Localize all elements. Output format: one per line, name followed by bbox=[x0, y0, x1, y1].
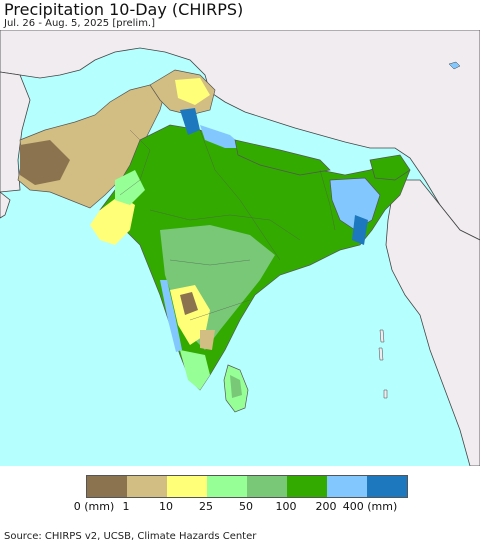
legend-swatch bbox=[87, 476, 127, 497]
legend-label: 400 (mm) bbox=[342, 500, 398, 513]
island-marker bbox=[448, 61, 461, 70]
andaman-islands bbox=[378, 329, 388, 399]
legend-swatch bbox=[127, 476, 167, 497]
legend-swatch bbox=[207, 476, 247, 497]
legend-swatch bbox=[367, 476, 407, 497]
legend-label: 10 bbox=[159, 500, 173, 513]
legend-label: 50 bbox=[239, 500, 253, 513]
legend-swatch bbox=[287, 476, 327, 497]
legend-label: 100 bbox=[275, 500, 297, 513]
legend-label: 25 bbox=[199, 500, 213, 513]
legend-color-bar bbox=[86, 475, 408, 498]
legend-label: 0 (mm) bbox=[73, 500, 115, 513]
legend-label: 200 bbox=[315, 500, 337, 513]
precipitation-map bbox=[0, 30, 480, 466]
source-credit: Source: CHIRPS v2, UCSB, Climate Hazards… bbox=[4, 531, 257, 542]
map-title: Precipitation 10-Day (CHIRPS) bbox=[4, 0, 244, 19]
legend-label: 1 bbox=[122, 500, 130, 513]
legend-labels: 0 (mm) 1 10 25 50 100 200 400 (mm) bbox=[0, 500, 480, 514]
legend-swatch bbox=[247, 476, 287, 497]
analysis-land bbox=[17, 69, 411, 413]
legend-swatch bbox=[167, 476, 207, 497]
legend-swatch bbox=[327, 476, 367, 497]
date-range: Jul. 26 - Aug. 5, 2025 [prelim.] bbox=[4, 18, 156, 29]
outside-land bbox=[0, 30, 480, 466]
admin-borders bbox=[119, 129, 336, 321]
map-svg bbox=[0, 30, 480, 466]
